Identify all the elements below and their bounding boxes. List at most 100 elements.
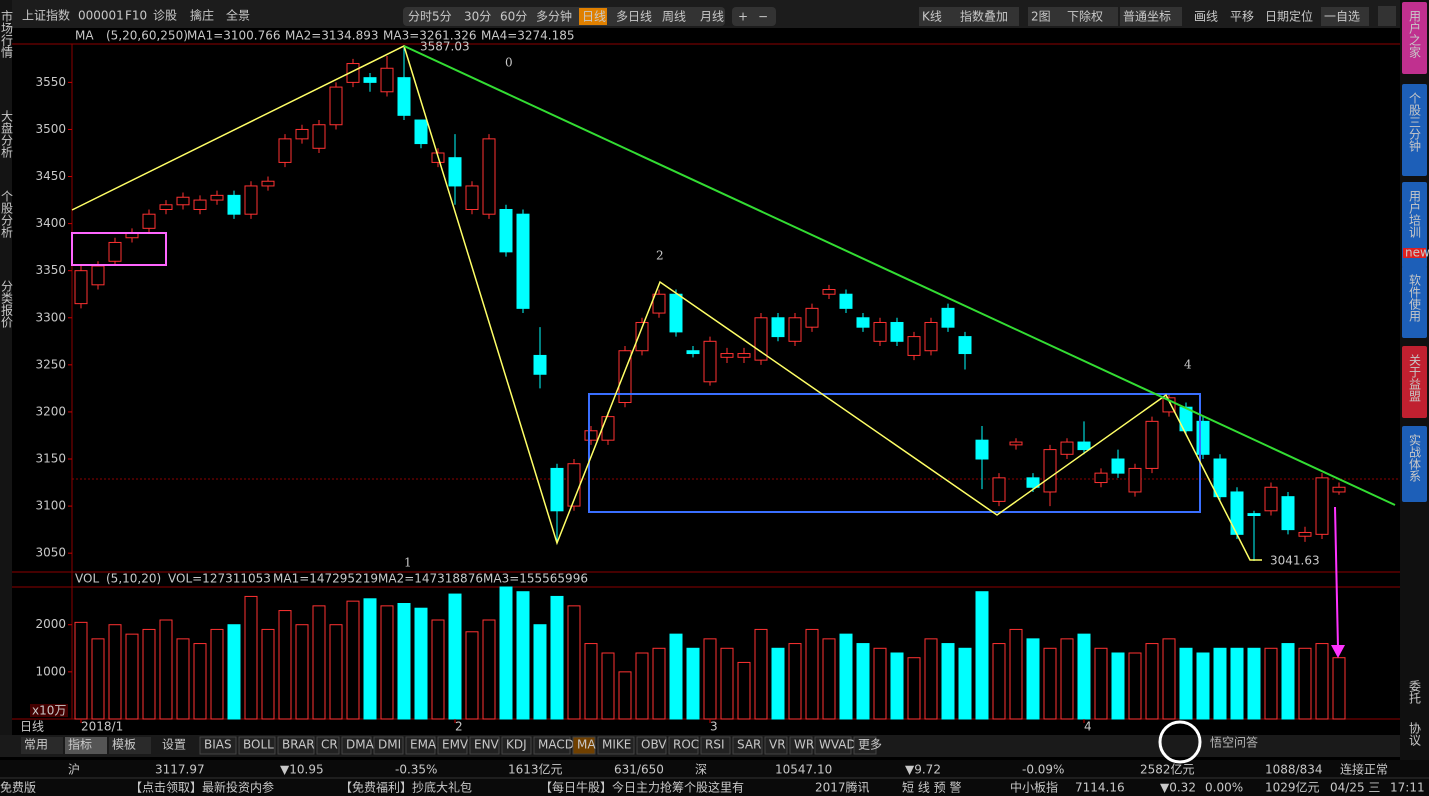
sidebar-label[interactable]: 个股三分钟 bbox=[1408, 92, 1422, 153]
sidebar-button[interactable] bbox=[1402, 426, 1427, 502]
indicator-bg bbox=[700, 736, 731, 755]
toolbar-item[interactable]: 全景 bbox=[226, 8, 250, 23]
toolbar-button[interactable]: 2图 bbox=[1031, 10, 1051, 24]
left-tab[interactable]: 大盘分析 bbox=[0, 110, 14, 159]
indicator-bg bbox=[238, 736, 276, 755]
sidebar-label[interactable]: 用户之家 bbox=[1408, 10, 1422, 58]
period-button[interactable]: 多分钟 bbox=[536, 9, 572, 24]
indicator-button[interactable]: MIKE bbox=[602, 738, 631, 752]
period-button[interactable]: 60分 bbox=[500, 10, 527, 24]
period-button[interactable]: 分时 bbox=[408, 10, 432, 24]
toolbar-button-bg bbox=[1321, 7, 1369, 26]
indicator-button[interactable]: ROC bbox=[673, 738, 699, 752]
side-tool[interactable]: 协议 bbox=[1408, 721, 1422, 747]
volume-bar bbox=[516, 591, 530, 720]
candle-body bbox=[380, 67, 394, 93]
left-tab[interactable]: 市场行情 bbox=[0, 9, 14, 59]
indicator-button[interactable]: CR bbox=[321, 738, 338, 752]
toolbar-item[interactable]: F10 bbox=[125, 9, 147, 23]
ticker-item: 04/25 三 bbox=[1330, 781, 1380, 795]
indicator-button[interactable]: BOLL bbox=[243, 738, 274, 752]
indicator-button[interactable]: MACD bbox=[538, 738, 574, 752]
indicator-button[interactable]: SAR bbox=[737, 738, 761, 752]
status-item: 2582亿元 bbox=[1140, 762, 1195, 777]
period-button[interactable]: 月线 bbox=[700, 10, 724, 24]
toolbar-button[interactable]: 一自选 bbox=[1324, 10, 1360, 24]
sidebar-button[interactable] bbox=[1402, 2, 1427, 74]
candle-body bbox=[193, 199, 207, 210]
toolbar-button[interactable]: 平移 bbox=[1230, 10, 1254, 24]
indicator-bg bbox=[405, 736, 436, 755]
period-button[interactable]: 5分 bbox=[432, 10, 452, 24]
ticker-item[interactable]: 【免费福利】抄底大礼包 bbox=[340, 780, 472, 795]
period-button[interactable]: 多日线 bbox=[616, 10, 652, 24]
indicator-button[interactable]: MA bbox=[577, 738, 596, 752]
indicator-button[interactable]: WVAD bbox=[819, 738, 856, 752]
candle-body bbox=[1213, 458, 1227, 498]
candle-body bbox=[822, 289, 836, 295]
side-tool[interactable]: 委托 bbox=[1408, 680, 1422, 704]
indicator-button[interactable]: BRAR bbox=[282, 738, 315, 752]
volume-bar bbox=[1128, 652, 1142, 720]
sidebar-label[interactable]: 软件使用 bbox=[1408, 274, 1422, 323]
indicator-bg bbox=[533, 736, 571, 755]
zoom-button[interactable]: − bbox=[758, 10, 768, 24]
candle-body bbox=[1315, 477, 1329, 535]
indicator-button[interactable]: EMA bbox=[410, 738, 437, 752]
indicator-button[interactable]: VR bbox=[769, 738, 786, 752]
left-tab[interactable]: 分类报价 bbox=[0, 280, 14, 328]
toolbar-button[interactable]: 普通坐标 bbox=[1123, 10, 1171, 24]
tab[interactable]: 模板 bbox=[112, 738, 136, 752]
indicator-button[interactable]: WR bbox=[794, 738, 814, 752]
toolbar-button[interactable]: 下除权 bbox=[1067, 9, 1103, 24]
volume-bar bbox=[958, 647, 972, 720]
status-item: 沪 bbox=[68, 763, 80, 777]
indicator-bg bbox=[789, 736, 813, 755]
zoom-button[interactable]: + bbox=[738, 10, 748, 24]
indicator-button[interactable]: RSI bbox=[705, 738, 725, 752]
y-tick-label: 3400 bbox=[35, 216, 66, 230]
toolbar-item[interactable]: 诊股 bbox=[153, 9, 177, 23]
toolbar-button[interactable]: 日期定位 bbox=[1265, 9, 1313, 24]
status-item: 深 bbox=[695, 763, 707, 777]
toolbar-button[interactable]: K线 bbox=[922, 10, 942, 24]
candle-body bbox=[227, 194, 241, 215]
toolbar-button[interactable]: 指数叠加 bbox=[960, 9, 1008, 24]
tab[interactable]: 设置 bbox=[162, 738, 186, 752]
legend-name: VOL bbox=[75, 572, 99, 586]
ticker-item[interactable]: 2017腾讯 bbox=[815, 780, 870, 795]
candle-body bbox=[924, 321, 938, 352]
candle-body bbox=[686, 350, 700, 355]
indicator-button[interactable]: KDJ bbox=[506, 738, 527, 752]
sidebar-button[interactable] bbox=[1402, 182, 1427, 268]
sidebar-label[interactable]: 实战体系 bbox=[1408, 433, 1422, 482]
indicator-button[interactable]: DMI bbox=[378, 738, 401, 752]
indicator-button[interactable]: ENV bbox=[474, 738, 500, 752]
sidebar-button[interactable] bbox=[1402, 266, 1427, 338]
indicator-button[interactable]: 更多 bbox=[858, 738, 882, 752]
sidebar-button[interactable] bbox=[1402, 346, 1427, 418]
indicator-button[interactable]: DMA bbox=[346, 738, 375, 752]
left-tab[interactable]: 个股分析 bbox=[0, 190, 14, 239]
tab[interactable]: 常用 bbox=[24, 738, 48, 752]
tab[interactable]: 指标 bbox=[68, 737, 92, 752]
unit-bg bbox=[30, 704, 68, 717]
period-button[interactable]: 30分 bbox=[464, 10, 491, 24]
ticker-item[interactable]: 【点击领取】最新投资内参 bbox=[130, 780, 274, 795]
sidebar-button[interactable] bbox=[1402, 84, 1427, 176]
toolbar-button[interactable]: 画线 bbox=[1194, 10, 1218, 24]
period-button[interactable]: 日线 bbox=[582, 10, 606, 24]
period-button[interactable]: 周线 bbox=[662, 10, 686, 24]
indicator-button[interactable]: BIAS bbox=[204, 738, 232, 752]
candle-body bbox=[1332, 486, 1346, 493]
toolbar-item[interactable]: 擒庄 bbox=[190, 8, 214, 23]
ticker-item: 1029亿元 bbox=[1265, 780, 1320, 795]
sidebar-label[interactable]: 关于益盟 bbox=[1408, 354, 1422, 402]
sidebar-label[interactable]: 用户培训 bbox=[1408, 190, 1422, 238]
ticker-item[interactable]: 【每日牛股】今日主力抢筹个股这里有 bbox=[540, 780, 744, 795]
indicator-button[interactable]: OBV bbox=[641, 738, 667, 752]
volume-bar bbox=[397, 603, 411, 720]
indicator-button[interactable]: EMV bbox=[442, 738, 469, 752]
candle-body bbox=[91, 265, 105, 286]
